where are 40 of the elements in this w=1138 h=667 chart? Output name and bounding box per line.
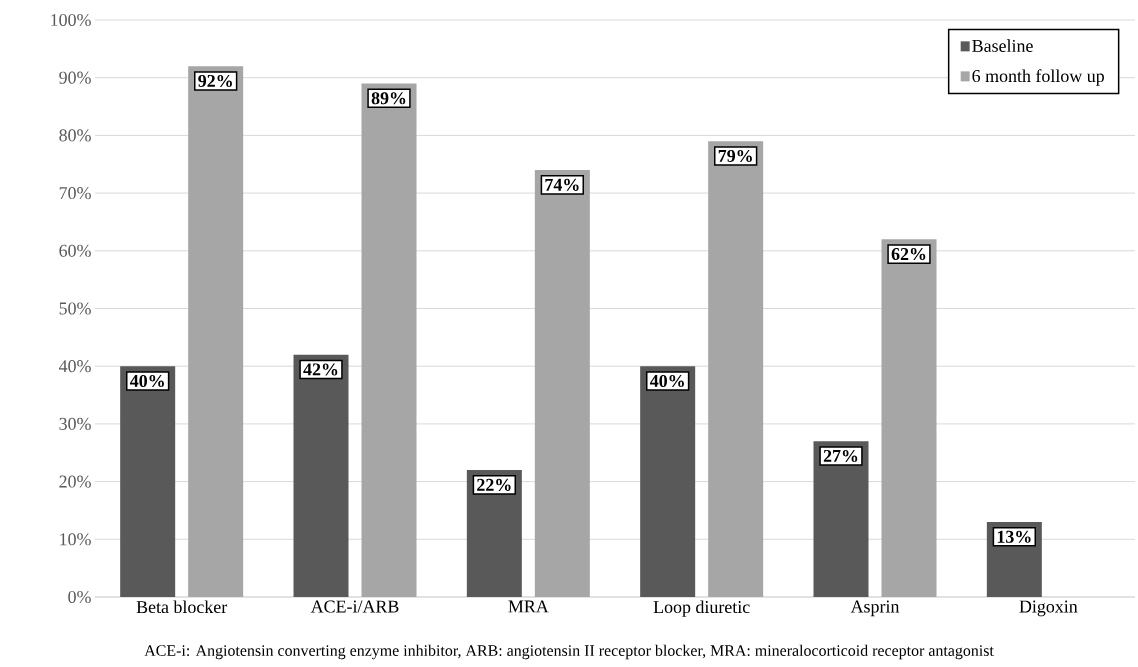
y-tick-label: 50% <box>59 302 91 315</box>
data-label: 27% <box>823 449 858 463</box>
y-tick-label: 100% <box>51 13 91 27</box>
x-tick-label: Digoxin <box>1019 600 1078 617</box>
y-tick-label: 60% <box>59 244 91 257</box>
x-tick-label: MRA <box>508 600 549 613</box>
bar <box>188 66 244 597</box>
bar <box>881 239 937 597</box>
y-tick-label: 90% <box>59 71 91 84</box>
data-label: 22% <box>477 478 511 491</box>
bar <box>708 141 764 597</box>
y-tick-label: 10% <box>60 533 91 546</box>
data-label: 74% <box>545 178 579 191</box>
text: ACE-i: Angiotensin converting enzyme inhibitor, ARB: angiotensin II receptor blocker, MRA: mineralocorticoid receptor antagonist <box>144 644 994 660</box>
y-tick-label: 20% <box>59 475 91 488</box>
bar <box>640 366 696 597</box>
x-tick-label: Asprin <box>850 600 900 617</box>
x-tick-label: ACE-i/ARB <box>310 600 399 613</box>
legend-label: Baseline <box>972 39 1033 52</box>
bar <box>534 170 590 597</box>
data-label: 13% <box>997 530 1031 543</box>
bar <box>813 441 869 597</box>
data-label: 62% <box>891 247 926 261</box>
bar <box>361 83 417 597</box>
data-label: 92% <box>198 74 232 88</box>
x-tick-label: Loop diuretic <box>653 600 750 617</box>
y-tick-label: 70% <box>59 187 91 200</box>
y-tick-label: 80% <box>59 129 91 142</box>
y-tick-label: 0% <box>68 590 91 604</box>
data-label: 40% <box>129 374 164 388</box>
bar <box>293 354 349 597</box>
data-label: 42% <box>303 363 338 376</box>
legend-label: 6 month follow up <box>972 69 1104 86</box>
data-label: 79% <box>718 149 752 163</box>
y-tick-label: 40% <box>58 360 91 373</box>
bar <box>120 366 176 597</box>
x-tick-label: Beta blocker <box>136 600 228 614</box>
data-label: 89% <box>371 92 406 105</box>
data-label: 40% <box>649 374 684 388</box>
y-tick-label: 30% <box>59 417 91 430</box>
